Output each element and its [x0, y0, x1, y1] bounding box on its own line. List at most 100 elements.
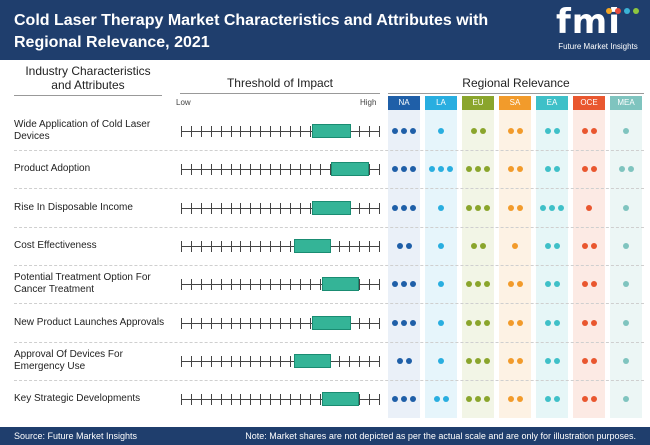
relevance-dots-ea: [536, 318, 568, 328]
relevance-dot: [466, 319, 472, 326]
attribute-label: Approval Of Devices For Emergency Use: [14, 348, 123, 372]
scale-tick: [190, 164, 192, 176]
scale-tick: [200, 202, 202, 214]
row-separator: [14, 341, 644, 343]
relevance-dot: [484, 281, 490, 288]
attribute-label: Rise In Disposable Income: [14, 201, 133, 213]
scale-tick: [200, 164, 202, 176]
relevance-dot: [544, 319, 551, 326]
scale-tick: [250, 317, 252, 329]
relevance-dot: [438, 281, 444, 288]
scale-tick: [379, 317, 380, 329]
scale-tick: [260, 279, 262, 291]
scale-tick: [270, 164, 272, 176]
relevance-dot: [466, 281, 472, 288]
relevance-dots-mea: [610, 356, 642, 366]
relevance-dot: [507, 319, 514, 326]
page-title: Cold Laser Therapy Market Characteristic…: [14, 12, 489, 51]
logo-dot: [624, 8, 630, 14]
scale-tick: [309, 126, 311, 137]
scale-tick: [270, 355, 272, 367]
scale-tick: [181, 317, 182, 329]
relevance-dot: [553, 242, 560, 249]
scale-tick: [299, 202, 301, 214]
relevance-dot: [433, 396, 440, 403]
impact-scale: [181, 277, 380, 292]
scale-tick: [210, 317, 212, 329]
relevance-dot: [410, 128, 416, 134]
relevance-dots-sa: [499, 241, 531, 251]
relevance-dot: [479, 242, 486, 249]
relevance-dots-eu: [462, 241, 494, 251]
relevance-dot: [581, 242, 588, 249]
relevance-dot: [586, 204, 592, 211]
scale-tick: [270, 317, 272, 329]
scale-tick: [200, 317, 202, 329]
impact-scale: [181, 238, 380, 253]
scale-tick: [309, 164, 311, 176]
impact-range-box: [321, 277, 360, 292]
relevance-dot: [401, 396, 407, 403]
scale-tick: [181, 126, 182, 137]
attribute-label: Key Strategic Developments: [14, 393, 141, 405]
attribute-label: New Product Launches Approvals: [14, 316, 165, 328]
relevance-dot: [623, 242, 629, 249]
region-header-mea: MEA: [610, 96, 642, 110]
scale-tick: [210, 240, 212, 252]
relevance-dots-ea: [536, 126, 568, 136]
scale-tick: [220, 394, 222, 406]
relevance-dot: [581, 281, 588, 288]
scale-tick: [270, 202, 272, 214]
scale-high-label: High: [360, 98, 377, 107]
relevance-dots-oce: [573, 164, 605, 174]
row-separator: [14, 226, 644, 228]
scale-tick: [240, 202, 242, 214]
scale-tick: [359, 317, 361, 329]
scale-tick: [200, 355, 202, 367]
relevance-dot: [590, 357, 597, 364]
scale-tick: [280, 164, 281, 176]
relevance-dot: [507, 281, 514, 288]
relevance-dot: [516, 319, 523, 326]
relevance-dot: [401, 166, 407, 173]
relevance-dots-mea: [610, 318, 642, 328]
row-separator: [14, 303, 644, 305]
relevance-dot: [479, 128, 486, 134]
relevance-dots-mea: [610, 394, 642, 404]
relevance-dot: [438, 166, 444, 173]
scale-tick: [359, 126, 361, 137]
relevance-dot: [590, 128, 597, 134]
relevance-dot: [516, 204, 523, 211]
scale-tick: [220, 164, 222, 176]
relevance-dot: [392, 204, 398, 211]
scale-tick: [190, 279, 192, 291]
impact-scale: [181, 392, 380, 407]
relevance-dot: [484, 396, 490, 403]
region-header-la: LA: [425, 96, 457, 110]
scale-tick: [270, 279, 272, 291]
relevance-dots-mea: [610, 203, 642, 213]
scale-tick: [240, 317, 242, 329]
impact-range-box: [311, 124, 352, 138]
relevance-dot: [553, 166, 560, 173]
relevance-dots-la: [425, 394, 457, 404]
scale-tick: [210, 126, 212, 137]
scale-tick: [379, 279, 380, 291]
region-header-eu: EU: [462, 96, 494, 110]
relevance-dot: [484, 204, 490, 211]
relevance-dot: [396, 242, 403, 249]
scale-tick: [260, 202, 262, 214]
relevance-dot: [623, 319, 629, 326]
region-header-sa: SA: [499, 96, 531, 110]
row-separator: [14, 188, 644, 190]
scale-tick: [379, 240, 380, 252]
relevance-dot: [466, 166, 472, 173]
scale-tick: [250, 355, 252, 367]
relevance-dot: [392, 319, 398, 326]
relevance-dots-sa: [499, 279, 531, 289]
row-separator: [14, 379, 644, 381]
scale-tick: [260, 355, 262, 367]
impact-range-box: [331, 162, 370, 177]
scale-tick: [369, 202, 371, 214]
relevance-dot: [544, 281, 551, 288]
